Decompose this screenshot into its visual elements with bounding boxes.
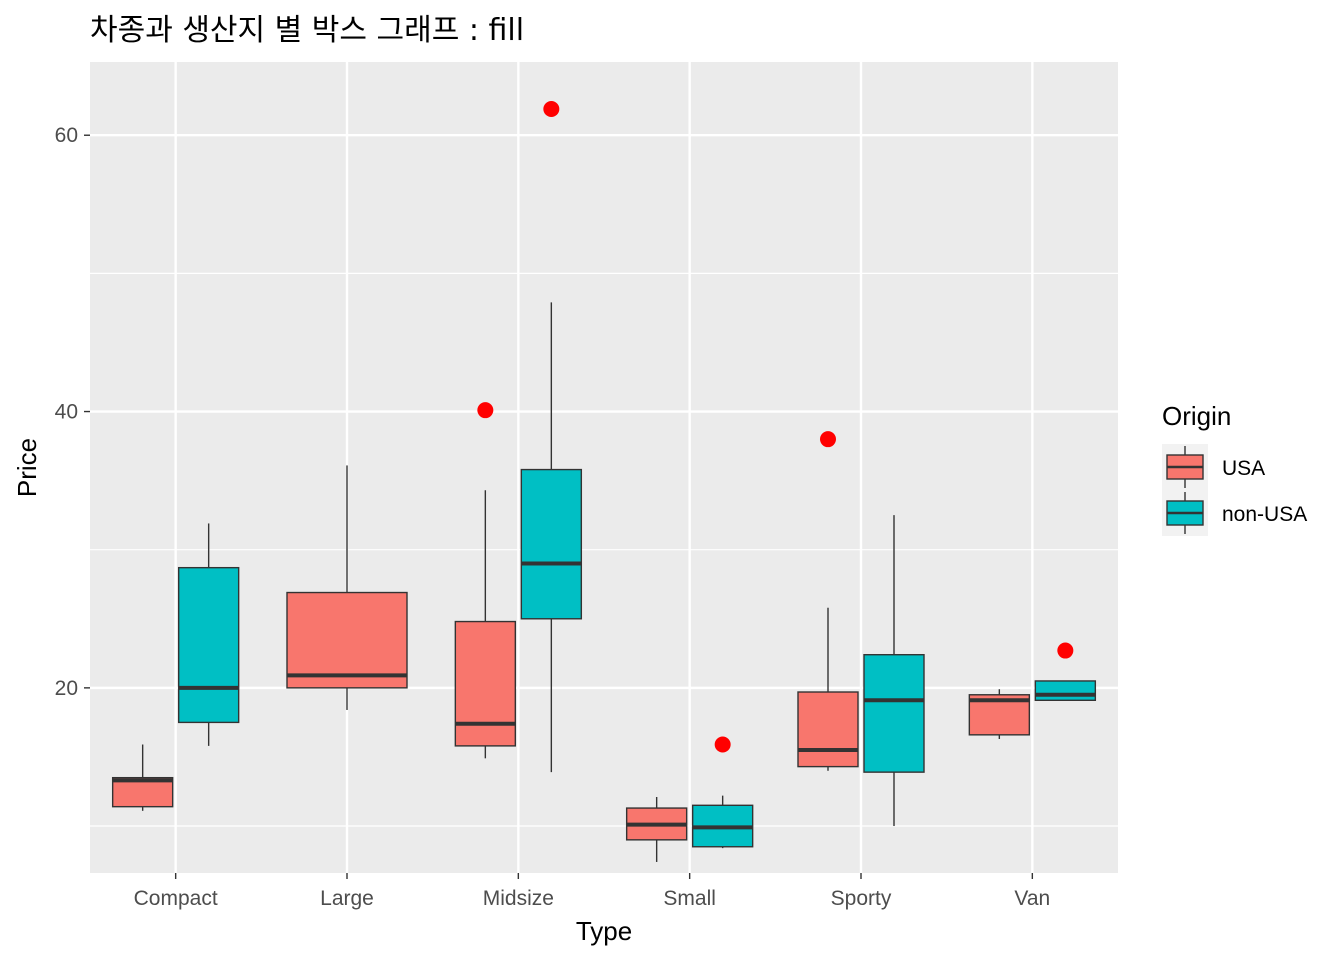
box-usa-midsize bbox=[454, 490, 517, 759]
chart-title: 차종과 생산지 별 박스 그래프 : fill bbox=[90, 13, 524, 48]
box-usa-large bbox=[286, 465, 408, 710]
box-series bbox=[111, 302, 1097, 862]
box-body bbox=[863, 654, 925, 773]
plot-panel bbox=[90, 62, 1118, 873]
box-non-usa-compact bbox=[177, 523, 240, 746]
box-usa-van bbox=[968, 689, 1031, 739]
box-body bbox=[111, 776, 174, 808]
outlier-point bbox=[714, 736, 731, 753]
box-non-usa-van bbox=[1034, 680, 1097, 701]
x-axis-title: Type bbox=[576, 916, 632, 946]
outlier-point bbox=[477, 402, 494, 419]
legend-label: non-USA bbox=[1222, 503, 1307, 526]
legend: Origin USA non-USA bbox=[1162, 401, 1307, 536]
outlier-point bbox=[820, 431, 836, 448]
box-usa-compact bbox=[111, 744, 174, 811]
x-axis: Compact Large Midsize Small Sporty Van bbox=[134, 873, 1050, 910]
box-body bbox=[286, 591, 408, 689]
box-non-usa-small bbox=[691, 795, 754, 849]
x-tick-label: Sporty bbox=[831, 887, 892, 910]
y-tick-label: 40 bbox=[55, 401, 78, 424]
box-body bbox=[177, 566, 240, 724]
legend-title: Origin bbox=[1162, 401, 1231, 431]
outlier-points bbox=[477, 100, 1074, 753]
x-tick-label: Compact bbox=[134, 887, 218, 910]
y-tick-label: 60 bbox=[55, 124, 78, 147]
legend-item-usa: USA bbox=[1162, 444, 1265, 490]
outlier-point bbox=[1057, 642, 1074, 659]
box-body bbox=[1034, 680, 1097, 701]
box-usa-sporty bbox=[797, 607, 859, 771]
x-tick-label: Midsize bbox=[483, 887, 554, 910]
legend-item-non-usa: non-USA bbox=[1162, 490, 1307, 536]
x-tick-label: Van bbox=[1014, 887, 1050, 910]
outlier-point bbox=[543, 100, 560, 117]
box-non-usa-sporty bbox=[863, 515, 925, 827]
box-usa-small bbox=[625, 797, 688, 862]
box-body bbox=[454, 620, 517, 747]
y-axis-title: Price bbox=[12, 438, 42, 497]
legend-label: USA bbox=[1222, 457, 1265, 480]
y-axis: 20 40 60 bbox=[55, 124, 90, 700]
box-body bbox=[797, 691, 859, 768]
x-tick-label: Large bbox=[320, 887, 374, 910]
y-tick-label: 20 bbox=[55, 677, 78, 700]
box-body bbox=[520, 468, 583, 620]
box-non-usa-midsize bbox=[520, 302, 583, 773]
grid-lines bbox=[90, 62, 1118, 873]
x-tick-label: Small bbox=[663, 887, 716, 910]
